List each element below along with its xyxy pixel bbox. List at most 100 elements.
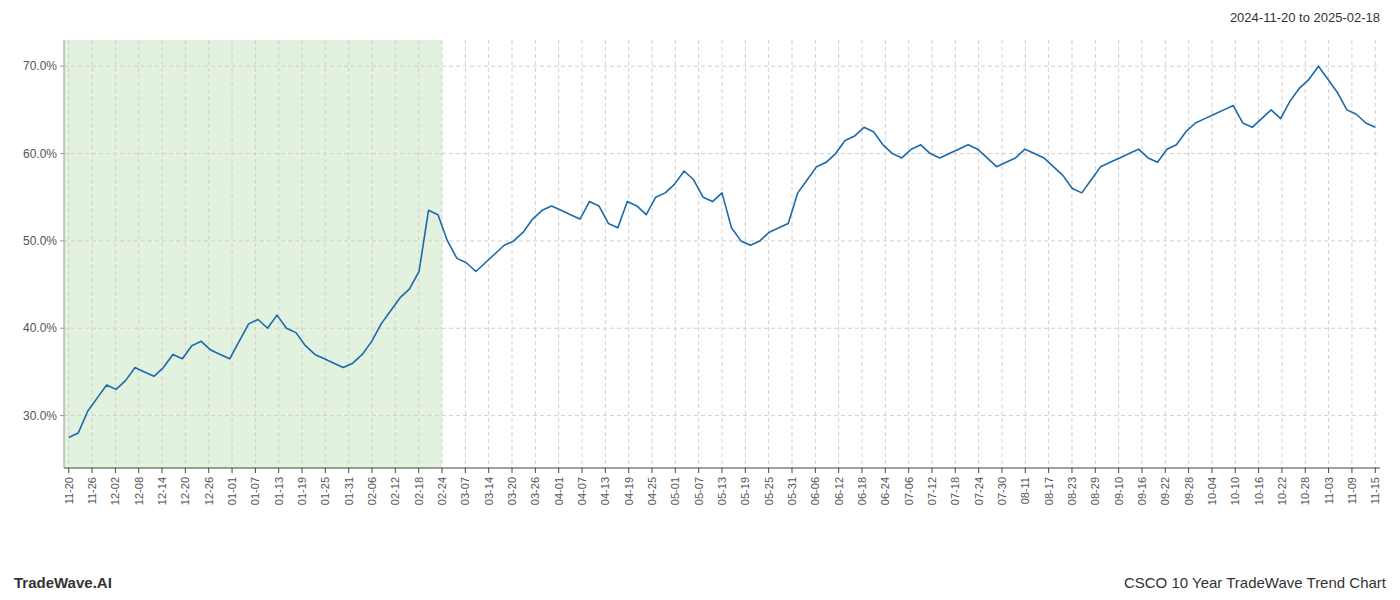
x-grid-line — [1071, 40, 1072, 468]
shade-group — [64, 40, 442, 468]
x-tick — [92, 468, 93, 473]
x-tick-label: 11-09 — [1346, 477, 1358, 504]
x-grid-line — [1001, 40, 1002, 468]
x-grid-line — [395, 40, 396, 468]
x-grid-line — [1258, 40, 1259, 468]
x-tick — [1141, 468, 1142, 473]
subtitle: 2024-11-20 to 2025-02-18 — [1230, 10, 1380, 25]
shaded-range — [64, 40, 442, 468]
y-tick — [60, 240, 64, 241]
x-tick-label: 10-04 — [1206, 477, 1218, 505]
x-tick-label: 12-02 — [109, 477, 121, 505]
x-tick — [558, 468, 559, 473]
x-grid-line — [255, 40, 256, 468]
x-grid-line — [1025, 40, 1026, 468]
y-grid-line — [64, 415, 1380, 416]
x-tick-label: 10-28 — [1299, 477, 1311, 505]
x-tick-label: 08-29 — [1089, 477, 1101, 505]
x-tick — [1118, 468, 1119, 473]
x-grid-line — [1235, 40, 1236, 468]
x-grid-line — [488, 40, 489, 468]
x-tick — [372, 468, 373, 473]
x-tick — [978, 468, 979, 473]
x-grid-line — [745, 40, 746, 468]
x-tick — [1025, 468, 1026, 473]
x-tick — [1281, 468, 1282, 473]
x-tick-label: 09-28 — [1183, 477, 1195, 505]
x-tick — [675, 468, 676, 473]
x-tick-label: 02-24 — [436, 477, 448, 505]
chart: 30.0%40.0%50.0%60.0%70.0%11-2011-2612-02… — [0, 0, 1400, 600]
x-tick — [698, 468, 699, 473]
x-tick-label: 05-07 — [693, 477, 705, 505]
x-tick-label: 11-20 — [63, 477, 75, 504]
x-grid-line — [465, 40, 466, 468]
x-grid-line — [1165, 40, 1166, 468]
y-grid-line — [64, 66, 1380, 67]
x-tick-label: 01-31 — [343, 477, 355, 505]
x-tick-label: 07-06 — [903, 477, 915, 505]
x-tick-label: 04-13 — [599, 477, 611, 505]
trend-line — [69, 66, 1376, 437]
x-tick — [815, 468, 816, 473]
x-tick-label: 06-24 — [879, 477, 891, 505]
x-grid-line — [512, 40, 513, 468]
y-tick-label: 70.0% — [23, 59, 57, 73]
x-grid-line — [1305, 40, 1306, 468]
x-grid-line — [68, 40, 69, 468]
x-grid-line — [1095, 40, 1096, 468]
x-tick — [255, 468, 256, 473]
x-tick — [722, 468, 723, 473]
x-tick — [652, 468, 653, 473]
x-tick-label: 10-10 — [1229, 477, 1241, 505]
x-grid-line — [908, 40, 909, 468]
x-grid-line — [115, 40, 116, 468]
x-grid-line — [302, 40, 303, 468]
x-grid-line — [1048, 40, 1049, 468]
x-tick-label: 06-06 — [809, 477, 821, 505]
x-grid-line — [372, 40, 373, 468]
x-grid-line — [535, 40, 536, 468]
x-tick-label: 02-18 — [413, 477, 425, 505]
y-tick — [60, 66, 64, 67]
x-tick-label: 11-15 — [1369, 477, 1381, 504]
x-grid-line — [418, 40, 419, 468]
x-tick — [1211, 468, 1212, 473]
x-tick-label: 07-18 — [949, 477, 961, 505]
x-tick-label: 03-07 — [459, 477, 471, 505]
x-tick-label: 05-31 — [786, 477, 798, 505]
x-grid-line — [885, 40, 886, 468]
x-grid-line — [442, 40, 443, 468]
x-tick — [931, 468, 932, 473]
x-grid-line — [768, 40, 769, 468]
x-tick-label: 10-22 — [1276, 477, 1288, 505]
x-grid-line — [722, 40, 723, 468]
x-tick-label: 04-19 — [623, 477, 635, 505]
x-tick — [1071, 468, 1072, 473]
x-tick-label: 09-10 — [1113, 477, 1125, 505]
x-grid-line — [1351, 40, 1352, 468]
x-tick — [582, 468, 583, 473]
x-grid-line — [1328, 40, 1329, 468]
x-tick-label: 09-22 — [1159, 477, 1171, 505]
x-tick — [1328, 468, 1329, 473]
x-tick-label: 06-12 — [833, 477, 845, 505]
x-grid-line — [931, 40, 932, 468]
x-tick — [278, 468, 279, 473]
brand-annotation: TradeWave.AI — [14, 574, 112, 591]
x-grid-line — [838, 40, 839, 468]
x-tick — [442, 468, 443, 473]
x-tick-label: 08-17 — [1043, 477, 1055, 505]
x-tick — [791, 468, 792, 473]
title: CSCO 10 Year TradeWave Trend Chart — [1124, 574, 1387, 591]
x-tick — [68, 468, 69, 473]
x-tick-label: 09-16 — [1136, 477, 1148, 505]
x-tick — [1188, 468, 1189, 473]
x-grid-line — [675, 40, 676, 468]
x-grid-line — [861, 40, 862, 468]
x-tick-label: 04-25 — [646, 477, 658, 505]
x-tick-label: 12-26 — [203, 477, 215, 505]
x-tick — [1095, 468, 1096, 473]
x-tick — [861, 468, 862, 473]
line-group — [69, 66, 1376, 437]
